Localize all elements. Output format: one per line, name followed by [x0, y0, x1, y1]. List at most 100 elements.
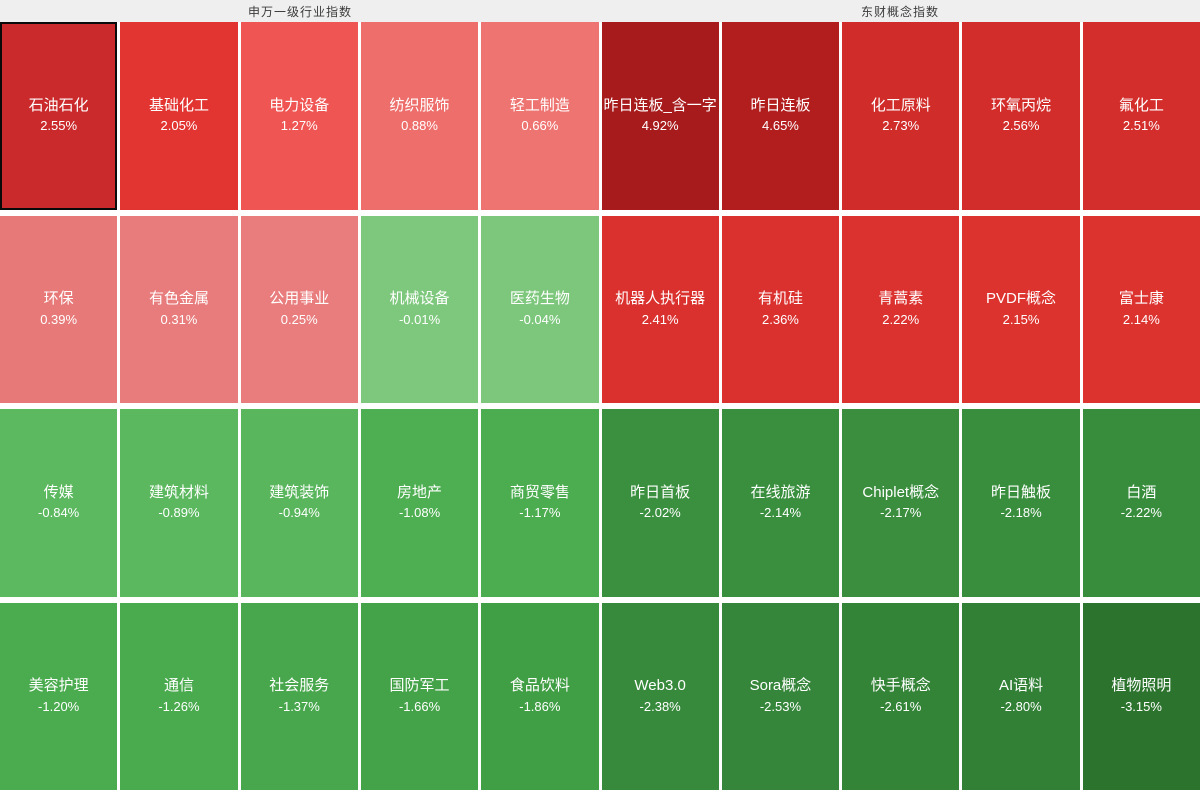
- heatmap-tile[interactable]: 商贸零售 -1.17%: [481, 409, 599, 597]
- board-header: 申万一级行业指数 东财概念指数: [0, 0, 1200, 22]
- tile-change: -0.01%: [398, 311, 441, 327]
- tile-change: 2.36%: [762, 311, 799, 327]
- tile-change: 0.31%: [160, 311, 198, 327]
- heatmap-tile[interactable]: 基础化工 2.05%: [120, 22, 238, 210]
- tile-change: 2.73%: [882, 118, 920, 134]
- tile-name: 机器人执行器: [615, 290, 706, 308]
- tile-name: Chiplet概念: [862, 483, 940, 501]
- heatmap-tile[interactable]: 食品饮料 -1.86%: [481, 602, 599, 790]
- tile-change: -1.86%: [519, 698, 561, 714]
- heatmap-board: 石油石化 2.55% 基础化工 2.05% 电力设备 1.27% 纺织服饰 0.88% 轻工制造…: [0, 22, 1200, 790]
- heatmap-tile[interactable]: 轻工制造 0.66%: [481, 22, 599, 210]
- tile-name: 轻工制造: [509, 96, 570, 114]
- heatmap-tile[interactable]: Sora概念 -2.53%: [721, 602, 840, 790]
- tile-change: 2.15%: [1002, 311, 1040, 327]
- tile-name: 青蒿素: [878, 290, 924, 308]
- tile-change: 2.14%: [1122, 311, 1160, 327]
- heatmap-tile[interactable]: 富士康 2.14%: [1082, 215, 1200, 403]
- tile-name: 石油石化: [28, 96, 89, 114]
- heatmap-tile[interactable]: 快手概念 -2.61%: [842, 602, 960, 790]
- heatmap-tile[interactable]: 昨日首板 -2.02%: [601, 409, 719, 597]
- heatmap-tile[interactable]: 传媒 -0.84%: [0, 409, 118, 597]
- tile-name: 通信: [163, 677, 194, 695]
- heatmap-tile[interactable]: 纺织服饰 0.88%: [360, 22, 479, 210]
- tile-change: -0.94%: [278, 505, 320, 521]
- tile-name: 在线旅游: [750, 483, 811, 501]
- tile-change: -3.15%: [1120, 698, 1162, 714]
- tile-name: 公用事业: [269, 290, 330, 308]
- heatmap-tile[interactable]: 白酒 -2.22%: [1082, 409, 1200, 597]
- heatmap-tile[interactable]: Chiplet概念 -2.17%: [842, 409, 960, 597]
- heatmap-tile[interactable]: PVDF概念 2.15%: [962, 215, 1080, 403]
- tile-change: -1.20%: [38, 698, 80, 714]
- tile-change: 0.88%: [401, 118, 438, 134]
- tile-name: Web3.0: [634, 677, 686, 695]
- heatmap-tile[interactable]: 医药生物 -0.04%: [481, 215, 599, 403]
- tile-name: 快手概念: [870, 677, 931, 695]
- heatmap-tile[interactable]: 国防军工 -1.66%: [360, 602, 479, 790]
- heatmap-tile[interactable]: 化工原料 2.73%: [842, 22, 960, 210]
- heatmap-tile[interactable]: 电力设备 1.27%: [240, 22, 358, 210]
- heatmap-tile[interactable]: 环氧丙烷 2.56%: [962, 22, 1080, 210]
- tile-name: 机械设备: [389, 290, 450, 308]
- heatmap-tile[interactable]: 植物照明 -3.15%: [1082, 602, 1200, 790]
- tile-name: 昨日连板: [750, 96, 811, 114]
- tile-change: -1.26%: [158, 698, 200, 714]
- heatmap-tile[interactable]: 石油石化 2.55%: [0, 22, 118, 210]
- heatmap-tile[interactable]: 昨日连板 4.65%: [721, 22, 840, 210]
- tile-change: 0.39%: [40, 311, 78, 327]
- tile-change: 2.22%: [882, 311, 920, 327]
- heatmap-tile[interactable]: 机械设备 -0.01%: [360, 215, 479, 403]
- tile-name: 传媒: [43, 483, 74, 501]
- heatmap-tile[interactable]: 有色金属 0.31%: [120, 215, 238, 403]
- tile-change: -2.80%: [1000, 698, 1042, 714]
- tile-name: 基础化工: [148, 96, 209, 114]
- section-title-concept-index: 东财概念指数: [860, 4, 939, 19]
- tile-change: 2.41%: [641, 311, 679, 327]
- tile-name: AI语料: [998, 677, 1044, 695]
- tile-change: -2.38%: [639, 698, 681, 714]
- heatmap-tile[interactable]: Web3.0 -2.38%: [601, 602, 719, 790]
- heatmap-tile[interactable]: 有机硅 2.36%: [721, 215, 840, 403]
- heatmap-tile[interactable]: 机器人执行器 2.41%: [601, 215, 719, 403]
- heatmap-tile[interactable]: 建筑材料 -0.89%: [120, 409, 238, 597]
- tile-name: Sora概念: [749, 677, 812, 695]
- tile-name: 商贸零售: [509, 483, 570, 501]
- tile-change: 0.25%: [280, 311, 318, 327]
- tile-change: -2.14%: [759, 505, 802, 521]
- heatmap-tile[interactable]: 氟化工 2.51%: [1082, 22, 1200, 210]
- heatmap-tile[interactable]: 环保 0.39%: [0, 215, 118, 403]
- tile-change: -1.37%: [278, 698, 320, 714]
- tile-change: -0.84%: [38, 505, 80, 521]
- heatmap-tile[interactable]: 房地产 -1.08%: [360, 409, 479, 597]
- tile-name: 氟化工: [1118, 96, 1164, 114]
- heatmap-tile[interactable]: 建筑装饰 -0.94%: [240, 409, 358, 597]
- tile-change: -1.66%: [398, 698, 441, 714]
- heatmap-tile[interactable]: AI语料 -2.80%: [962, 602, 1080, 790]
- tile-name: 房地产: [397, 483, 443, 501]
- heatmap-tile[interactable]: 通信 -1.26%: [120, 602, 238, 790]
- tile-change: 4.92%: [641, 118, 679, 134]
- tile-change: -0.89%: [158, 505, 200, 521]
- tile-name: 白酒: [1126, 483, 1157, 501]
- heatmap-tile[interactable]: 美容护理 -1.20%: [0, 602, 118, 790]
- tile-name: 社会服务: [269, 677, 330, 695]
- tile-change: -2.22%: [1120, 505, 1162, 521]
- heatmap-tile[interactable]: 昨日连板_含一字 4.92%: [601, 22, 719, 210]
- tile-change: -2.02%: [639, 505, 681, 521]
- tile-change: 2.56%: [1002, 118, 1040, 134]
- tile-name: PVDF概念: [986, 290, 1057, 308]
- tile-change: 4.65%: [762, 118, 799, 134]
- heatmap-tile[interactable]: 昨日触板 -2.18%: [962, 409, 1080, 597]
- tile-name: 纺织服饰: [389, 96, 450, 114]
- heatmap-tile[interactable]: 社会服务 -1.37%: [240, 602, 358, 790]
- tile-change: 1.27%: [280, 118, 318, 134]
- heatmap-tile[interactable]: 在线旅游 -2.14%: [721, 409, 840, 597]
- tile-name: 国防军工: [389, 677, 450, 695]
- tile-name: 有机硅: [757, 290, 803, 308]
- heatmap-tile[interactable]: 公用事业 0.25%: [240, 215, 358, 403]
- tile-change: 0.66%: [521, 118, 559, 134]
- heatmap-tile[interactable]: 青蒿素 2.22%: [842, 215, 960, 403]
- tile-name: 昨日触板: [991, 483, 1052, 501]
- tile-change: 2.55%: [40, 118, 78, 134]
